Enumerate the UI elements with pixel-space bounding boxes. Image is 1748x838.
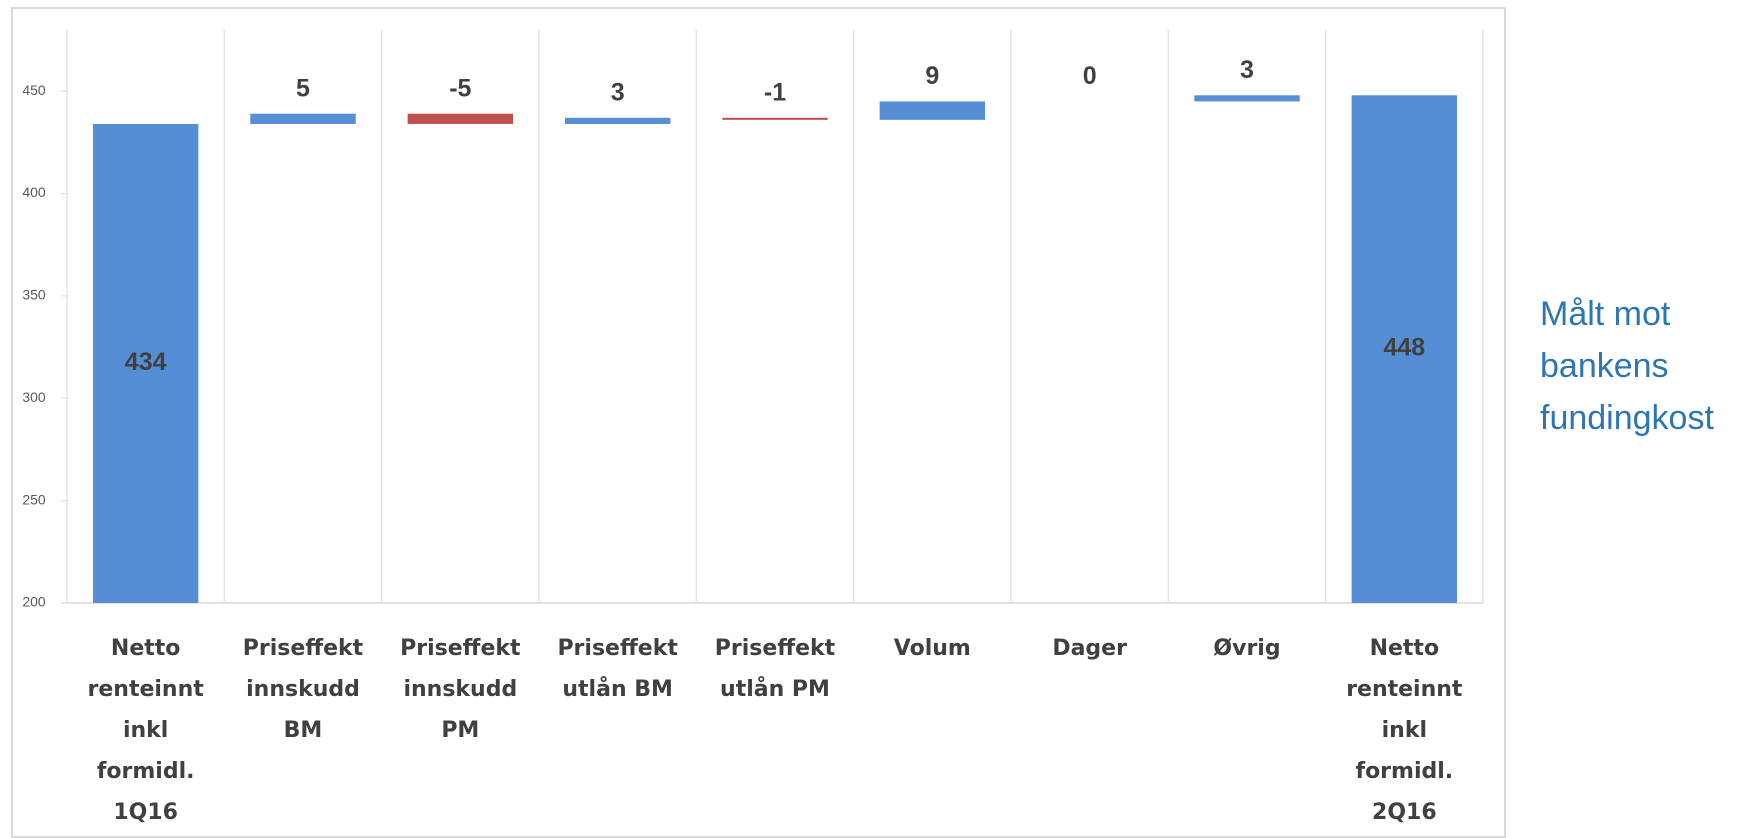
data-label: -5 xyxy=(449,74,471,102)
x-tick-label: Netto renteinnt inkl formidl. 1Q16 xyxy=(87,636,204,825)
data-label: 3 xyxy=(611,78,625,106)
bar xyxy=(1351,95,1458,603)
y-tick-label: 400 xyxy=(22,184,46,200)
y-tick-label: 300 xyxy=(22,389,46,405)
chart-frame xyxy=(11,7,1506,838)
data-label: 3 xyxy=(1240,56,1254,84)
x-tick-label: Dager xyxy=(1052,636,1127,661)
bar xyxy=(879,101,986,120)
bar xyxy=(564,117,671,124)
bar xyxy=(407,113,514,124)
bar xyxy=(250,113,356,124)
x-tick-label: Volum xyxy=(893,636,971,661)
data-label: -1 xyxy=(764,78,786,106)
y-tick-label: 450 xyxy=(22,82,46,98)
y-tick-label: 200 xyxy=(22,594,46,610)
x-tick-label: Priseffekt utlån BM xyxy=(557,636,678,702)
y-tick-label: 350 xyxy=(22,287,46,303)
y-tick-label: 250 xyxy=(22,491,46,507)
annotation: Målt mot bankens fundingkost xyxy=(1540,295,1714,437)
x-tick-label: Priseffekt innskudd PM xyxy=(400,636,521,743)
x-tick-label: Priseffekt innskudd BM xyxy=(242,636,364,743)
bar xyxy=(1194,95,1300,102)
x-tick-label: Netto renteinnt inkl formidl. 2Q16 xyxy=(1346,636,1463,825)
x-tick-label: Priseffekt utlån PM xyxy=(714,636,836,702)
data-label: 5 xyxy=(296,74,310,102)
bar xyxy=(722,117,828,120)
bar xyxy=(92,123,199,604)
data-label: 448 xyxy=(1383,334,1425,362)
data-label: 9 xyxy=(925,62,939,90)
x-tick-label: Øvrig xyxy=(1213,636,1281,661)
data-label: 434 xyxy=(125,348,167,376)
data-label: 0 xyxy=(1083,62,1097,90)
